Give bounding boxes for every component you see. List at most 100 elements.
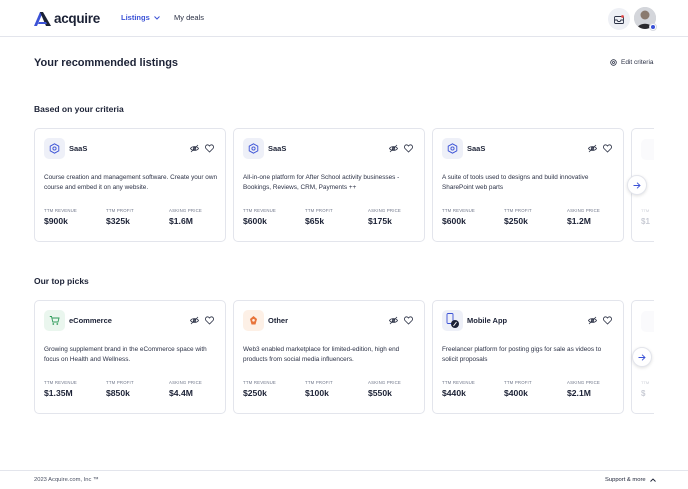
listing-card[interactable]: SaaS A suite of tools used to designs an… xyxy=(432,128,624,242)
metric-value: $1.2M xyxy=(567,216,591,226)
eye-off-icon[interactable] xyxy=(588,316,597,325)
metric-value: $1.6M xyxy=(169,216,193,226)
inbox-button[interactable] xyxy=(608,8,630,30)
category-label: SaaS xyxy=(69,144,88,153)
metric-value: $4.4M xyxy=(169,388,193,398)
metric-label: TTM REVENUE xyxy=(44,380,77,385)
top-nav-bar: acquire Listings My deals xyxy=(0,0,688,37)
listing-description: A suite of tools used to designs and bui… xyxy=(442,174,589,191)
metric-ttm-revenue: TTM REVENUE $250k xyxy=(243,380,276,398)
acquire-logo[interactable]: acquire xyxy=(34,11,100,26)
footer: 2023 Acquire.com, Inc ™ Support & more xyxy=(0,470,688,489)
chevron-down-icon xyxy=(153,15,160,20)
saas-icon xyxy=(442,138,463,159)
metric-ttm-revenue: TTM REVENUE $900k xyxy=(44,208,77,226)
metric-label: TTM xyxy=(641,208,650,213)
eye-off-icon[interactable] xyxy=(588,144,597,153)
metric-ttm-profit: TTM PROFIT $325k xyxy=(106,208,134,226)
category-label: Other xyxy=(268,316,289,325)
other-icon xyxy=(243,310,264,331)
section-title-top-picks: Our top picks xyxy=(34,276,89,286)
nav-my-deals[interactable]: My deals xyxy=(174,13,205,22)
category-label: SaaS xyxy=(268,144,287,153)
metric-label: TTM xyxy=(641,380,650,385)
metric-label: TTM PROFIT xyxy=(504,380,532,385)
metric-asking-price: ASKING PRICE $550k xyxy=(368,380,401,398)
metric-ttm-revenue: TTM REVENUE $440k xyxy=(442,380,475,398)
metric-ttm-revenue: TTM REVENUE $600k xyxy=(243,208,276,226)
metric-ttm-profit: TTM PROFIT $850k xyxy=(106,380,134,398)
heart-icon[interactable] xyxy=(404,144,413,153)
metric-asking-price: ASKING PRICE $175k xyxy=(368,208,401,226)
edit-criteria-button[interactable]: Edit criteria xyxy=(610,59,654,66)
support-label: Support & more xyxy=(605,477,646,483)
nav-listings-label: Listings xyxy=(121,13,150,22)
metric-ttm-profit: TTM PROFIT $400k xyxy=(504,380,532,398)
metric-ttm-revenue: TTM REVENUE $600k xyxy=(442,208,475,226)
metric-value: $1 xyxy=(641,217,650,226)
eye-off-icon[interactable] xyxy=(190,144,199,153)
arrow-right-icon xyxy=(633,181,641,189)
eye-off-icon[interactable] xyxy=(190,316,199,325)
metric-label: TTM REVENUE xyxy=(44,208,77,213)
category-label: Mobile App xyxy=(467,316,508,325)
metric-value: $440k xyxy=(442,388,466,398)
metric-label: TTM PROFIT xyxy=(106,208,134,213)
metric-label: ASKING PRICE xyxy=(368,380,401,385)
listing-card[interactable]: Other Web3 enabled marketplace for limit… xyxy=(233,300,425,414)
metric-label: ASKING PRICE xyxy=(567,208,600,213)
nav-listings-dropdown[interactable]: Listings xyxy=(121,13,160,22)
metric-ttm-profit: TTM PROFIT $250k xyxy=(504,208,532,226)
category-label: eCommerce xyxy=(69,316,112,325)
heart-icon[interactable] xyxy=(603,316,612,325)
heart-icon[interactable] xyxy=(205,144,214,153)
metric-value: $ xyxy=(641,389,646,398)
listing-description: Growing supplement brand in the eCommerc… xyxy=(44,346,207,363)
metric-value: $325k xyxy=(106,216,130,226)
metric-ttm-revenue: TTM REVENUE $1.35M xyxy=(44,380,77,398)
listing-description: Web3 enabled marketplace for limited-edi… xyxy=(243,346,400,363)
carousel-next-button[interactable] xyxy=(627,175,647,195)
heart-icon[interactable] xyxy=(603,144,612,153)
metric-ttm-profit: TTM PROFIT $65k xyxy=(305,208,333,226)
saas-icon xyxy=(243,138,264,159)
mobile-app-icon xyxy=(442,310,463,331)
metric-value: $65k xyxy=(305,216,325,226)
metric-asking-price: ASKING PRICE $1.2M xyxy=(567,208,600,226)
listing-description: All-in-one platform for After School act… xyxy=(243,174,400,191)
listing-row-top-picks: eCommerce Growing supplement brand in th… xyxy=(34,300,654,414)
gear-icon xyxy=(610,59,617,66)
metric-value: $250k xyxy=(243,388,267,398)
listing-row-criteria: SaaS Course creation and management soft… xyxy=(34,128,654,242)
heart-icon[interactable] xyxy=(205,316,214,325)
metric-value: $1.35M xyxy=(44,388,73,398)
listing-description: Course creation and management software.… xyxy=(44,174,217,191)
metric-label: TTM REVENUE xyxy=(243,208,276,213)
metric-value: $600k xyxy=(243,216,267,226)
copyright-text: 2023 Acquire.com, Inc ™ xyxy=(34,477,99,483)
avatar-status-badge xyxy=(649,23,657,31)
listing-card[interactable]: SaaS All-in-one platform for After Schoo… xyxy=(233,128,425,242)
section-title-criteria: Based on your criteria xyxy=(34,104,124,114)
edit-criteria-label: Edit criteria xyxy=(621,59,654,66)
metric-value: $600k xyxy=(442,216,466,226)
eye-off-icon[interactable] xyxy=(389,316,398,325)
listing-card[interactable]: SaaS Course creation and management soft… xyxy=(34,128,226,242)
listing-card[interactable]: Mobile App Freelancer platform for posti… xyxy=(432,300,624,414)
metric-label: TTM PROFIT xyxy=(106,380,134,385)
metric-value: $175k xyxy=(368,216,392,226)
carousel-next-button[interactable] xyxy=(632,347,652,367)
metric-label: ASKING PRICE xyxy=(368,208,401,213)
heart-icon[interactable] xyxy=(404,316,413,325)
metric-value: $550k xyxy=(368,388,392,398)
chevron-up-icon xyxy=(649,478,656,482)
support-more-button[interactable]: Support & more xyxy=(605,477,656,483)
metric-label: TTM PROFIT xyxy=(305,380,333,385)
metric-value: $2.1M xyxy=(567,388,591,398)
metric-label: TTM PROFIT xyxy=(504,208,532,213)
metric-value: $400k xyxy=(504,388,528,398)
category-label: SaaS xyxy=(467,144,486,153)
eye-off-icon[interactable] xyxy=(389,144,398,153)
listing-card[interactable]: eCommerce Growing supplement brand in th… xyxy=(34,300,226,414)
metric-label: ASKING PRICE xyxy=(169,208,202,213)
